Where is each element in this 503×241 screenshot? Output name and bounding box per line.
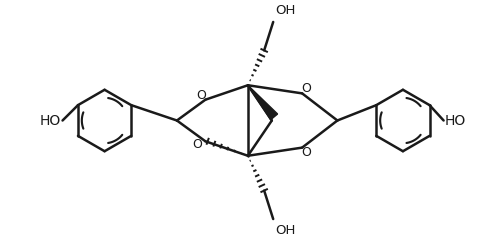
Polygon shape bbox=[248, 85, 278, 120]
Text: HO: HO bbox=[444, 114, 466, 127]
Text: HO: HO bbox=[40, 114, 61, 127]
Text: OH: OH bbox=[276, 4, 296, 17]
Text: O: O bbox=[302, 146, 311, 159]
Text: O: O bbox=[302, 82, 311, 95]
Text: OH: OH bbox=[276, 224, 296, 237]
Text: O: O bbox=[196, 89, 206, 102]
Text: O: O bbox=[192, 138, 202, 151]
